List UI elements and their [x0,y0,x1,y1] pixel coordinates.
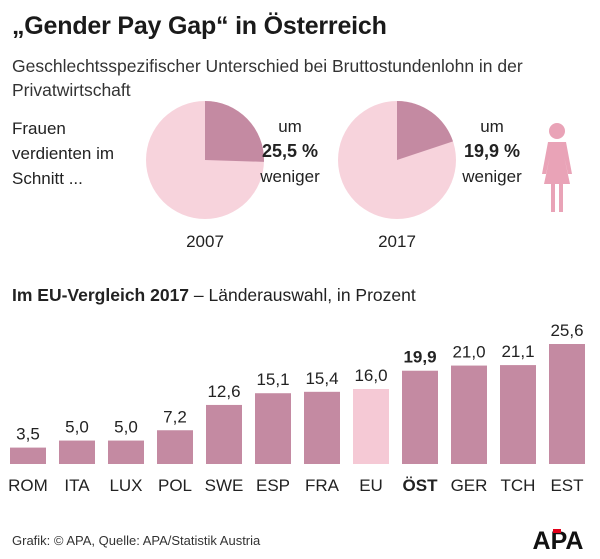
bar-rom [10,447,46,464]
category-label-pol: POL [158,476,192,495]
data-label-ita: 5,0 [65,418,89,437]
pie-label-value: 25,5 % [261,141,319,161]
data-label-eu: 16,0 [354,366,387,385]
bar-ita [59,440,95,464]
category-label-ger: GER [451,476,488,495]
bar-pol [157,430,193,464]
category-label-ita: ITA [64,476,90,495]
bar-fra [304,391,340,464]
chart-title: „Gender Pay Gap“ in Österreich [12,12,387,40]
lead-text: Frauen verdienten im Schnitt ... [12,119,115,188]
category-label-swe: SWE [205,476,244,495]
bar-ger [451,365,487,464]
pie-chart-2007 [146,101,264,219]
bar-tch [500,365,536,464]
bar-öst [402,370,438,464]
category-label-fra: FRA [305,476,340,495]
data-label-pol: 7,2 [163,407,187,426]
data-label-öst: 19,9 [403,348,436,367]
section-title-rest: – Länderauswahl, in Prozent [189,285,416,305]
pie-slice-gap [205,101,264,162]
pie-label-2017: um 19,9 % weniger [447,114,537,189]
pie-label-prefix: um [480,117,504,136]
bar-swe [206,404,242,464]
category-label-eu: EU [359,476,383,495]
pie-slice-gap [397,101,453,160]
data-label-lux: 5,0 [114,418,138,437]
woman-icon [542,123,572,212]
category-label-rom: ROM [8,476,48,495]
bar-est [549,344,585,464]
section-title: Im EU-Vergleich 2017 – Länderauswahl, in… [12,285,416,306]
pie-label-suffix: weniger [462,167,522,186]
bar-eu [353,389,389,464]
category-label-tch: TCH [501,476,536,495]
data-label-rom: 3,5 [16,425,40,444]
data-label-swe: 12,6 [207,382,240,401]
data-label-ger: 21,0 [452,343,485,362]
bar-lux [108,440,144,464]
category-label-est: EST [550,476,583,495]
pie-year-2017: 2017 [378,232,416,251]
logo-accent [553,529,561,533]
bar-esp [255,393,291,464]
data-label-esp: 15,1 [256,370,289,389]
data-label-fra: 15,4 [305,369,338,388]
pie-label-2007: um 25,5 % weniger [245,114,335,189]
pie-label-prefix: um [278,117,302,136]
category-label-lux: LUX [109,476,142,495]
chart-subtitle: Geschlechtsspezifischer Unterschied bei … [12,56,523,100]
pie-year-2007: 2007 [186,232,224,251]
source-note: Grafik: © APA, Quelle: APA/Statistik Aus… [12,533,261,548]
pie-chart-2017 [338,101,456,219]
pie-label-suffix: weniger [260,167,320,186]
category-label-öst: ÖST [403,476,439,495]
category-label-esp: ESP [256,476,290,495]
bar-chart: 3,5 ROM 5,0 ITA 5,0 LUX 7,2 POL 12,6 SWE 15,1 ESP 15… [8,321,585,495]
data-label-tch: 21,1 [501,342,534,361]
section-title-bold: Im EU-Vergleich 2017 [12,285,190,305]
apa-logo: APA [527,527,589,553]
data-label-est: 25,6 [550,321,583,340]
pie-label-value: 19,9 % [463,141,521,161]
